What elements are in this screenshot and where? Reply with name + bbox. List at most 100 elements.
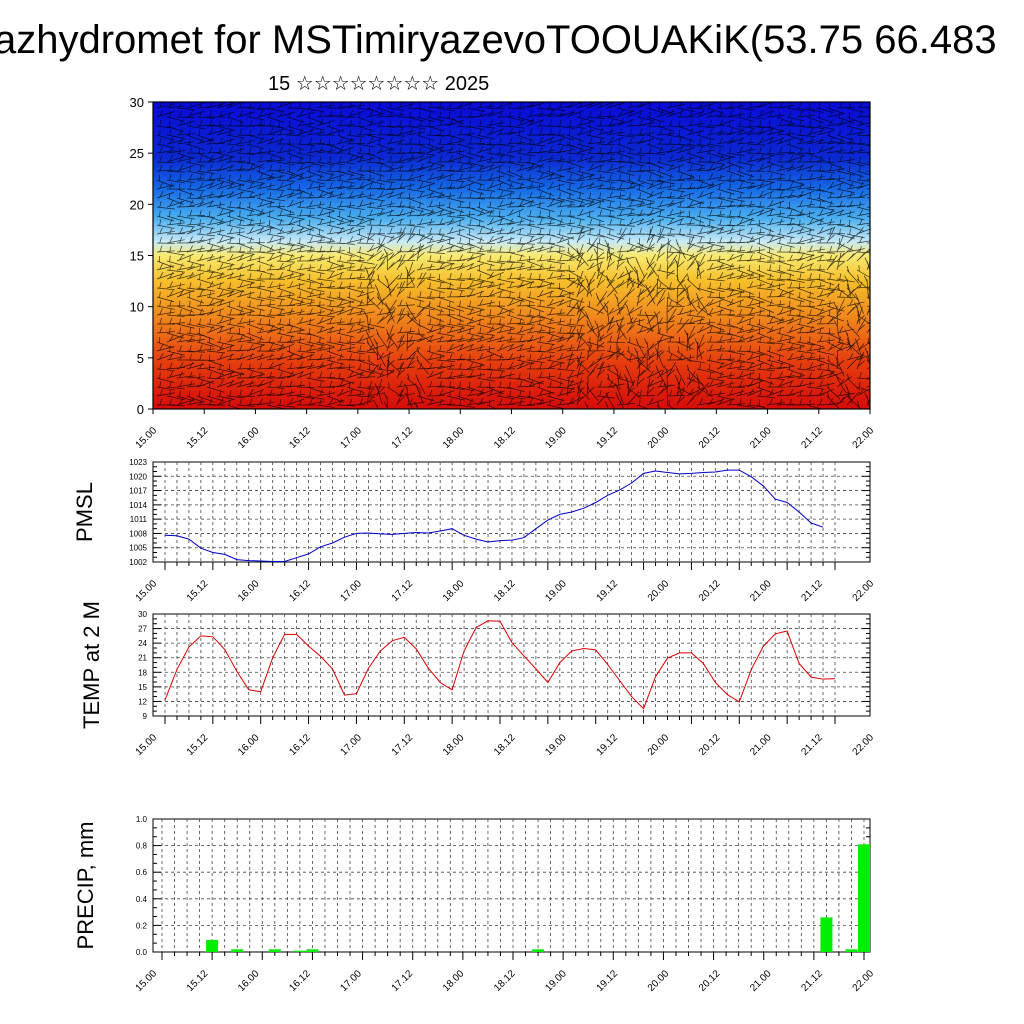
wind-barb-staff [366, 314, 370, 333]
wind-barb-flag [509, 291, 511, 298]
wind-barb-flag [597, 279, 605, 286]
wind-barb-flag [539, 245, 544, 252]
wind-barb-staff [376, 296, 391, 310]
wind-barb-flag [429, 200, 433, 207]
wind-barb-flag [299, 254, 303, 262]
wind-barb-staff [686, 287, 691, 306]
wind-barb-flag [159, 245, 163, 252]
wind-barb-staff [606, 278, 618, 294]
wind-barb-flag [625, 365, 629, 372]
wind-barb-flag [849, 299, 854, 306]
wind-barb-flag [838, 396, 845, 404]
wind-barb-staff [346, 368, 364, 376]
wind-barb-staff [376, 332, 388, 349]
wind-barb-flag [549, 237, 551, 244]
wind-barb-flag [604, 239, 608, 246]
wind-barb-flag [489, 317, 493, 325]
wind-barb-staff [326, 215, 345, 223]
wind-barb-flag [819, 371, 824, 378]
wind-barb-flag [658, 297, 665, 304]
wind-barb-flag [429, 246, 432, 253]
wind-barb-staff [446, 323, 465, 328]
wind-barb-flag [529, 291, 531, 298]
wind-barb-flag [604, 401, 609, 408]
wind-barb-staff [346, 386, 365, 393]
wind-barb-flag [489, 309, 492, 316]
wind-barb-staff [606, 404, 609, 409]
wind-barb-staff [626, 278, 644, 287]
wind-barb-flag [549, 335, 554, 342]
wind-barb-flag [399, 308, 403, 315]
wind-barb-flag [719, 263, 724, 270]
wind-barb-flag [609, 335, 612, 343]
wind-barb-flag [609, 380, 613, 387]
wind-barb-flag [359, 200, 364, 207]
wind-barb-staff [846, 233, 865, 239]
wind-barb-flag [627, 288, 635, 295]
wind-barb-flag [329, 326, 334, 333]
wind-barb-flag [368, 270, 375, 278]
wind-barb-flag [199, 318, 201, 325]
wind-barb-flag [209, 318, 212, 325]
wind-barb-flag [719, 390, 721, 397]
wind-barb-flag [607, 324, 615, 331]
wind-barb-flag [279, 255, 282, 262]
wind-barb-flag [219, 352, 224, 360]
wind-barb-flag [719, 300, 721, 307]
wind-barb-flag [559, 298, 564, 306]
wind-barb-flag [686, 293, 689, 300]
wind-barb-staff [756, 359, 774, 367]
wind-barb-flag [489, 363, 492, 370]
wind-barb-staff [816, 350, 835, 356]
wind-barb-flag [839, 389, 843, 396]
wind-barb-flag [359, 273, 362, 280]
wind-barb-staff [796, 224, 815, 231]
wind-barb-flag [663, 383, 668, 390]
wind-barb-flag [269, 353, 273, 360]
wind-barb-flag [259, 371, 263, 378]
wind-barb-flag [659, 282, 662, 289]
wind-barb-flag [199, 353, 202, 361]
wind-barb-staff [606, 377, 621, 390]
wind-barb-flag [588, 369, 595, 377]
wind-barb-flag [689, 354, 692, 361]
wind-barb-flag [159, 344, 164, 351]
wind-barb-staff [556, 377, 575, 383]
wind-barb-flag [489, 255, 492, 262]
wind-barb-flag [866, 356, 869, 363]
wind-barb-flag [696, 374, 699, 381]
wind-barb-flag [269, 263, 273, 270]
wind-barb-flag [459, 335, 463, 342]
wind-barb-flag [769, 380, 772, 388]
wind-barb-flag [759, 208, 764, 216]
wind-barb-flag [369, 389, 373, 396]
wind-barb-flag [239, 281, 244, 288]
wind-barb-staff [416, 332, 433, 343]
wind-barb-flag [627, 382, 630, 389]
wind-barb-flag [359, 381, 362, 388]
wind-barb-staff [406, 296, 425, 302]
wind-barb-flag [589, 228, 592, 235]
wind-barb-flag [844, 275, 848, 282]
wind-barb-flag [219, 316, 224, 324]
wind-barb-flag [209, 390, 211, 397]
wind-barb-flag [839, 219, 842, 226]
wind-barb-flag [628, 346, 630, 353]
wind-barb-flag [159, 326, 163, 333]
wind-barb-flag [677, 396, 685, 403]
wind-barb-flag [339, 380, 344, 387]
wind-barb-flag [779, 289, 784, 297]
wind-barb-flag [659, 380, 663, 387]
wind-barb-flag [349, 345, 352, 352]
wind-barb-staff [216, 341, 235, 346]
wind-barb-flag [577, 382, 580, 390]
wind-barb-staff [256, 296, 275, 301]
wind-barb-flag [339, 237, 342, 244]
wind-barb-flag [199, 210, 202, 217]
wind-barb-flag [729, 263, 733, 270]
wind-barb-flag [647, 387, 655, 394]
wind-barb-flag [859, 388, 865, 395]
wind-barb-staff [426, 287, 445, 293]
wind-barb-flag [259, 226, 264, 234]
